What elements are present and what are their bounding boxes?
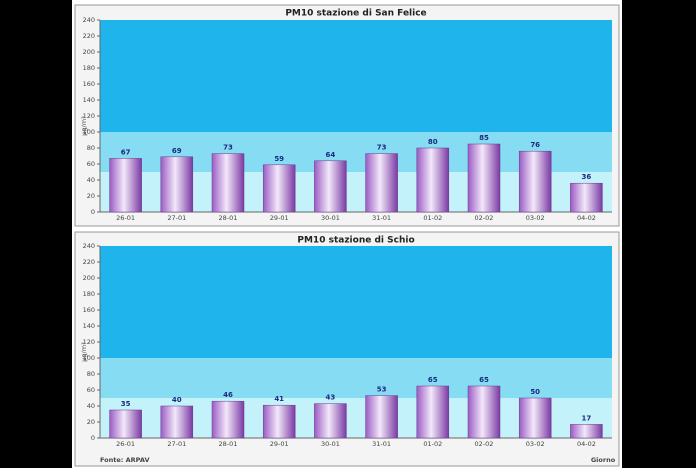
- band: [100, 246, 612, 358]
- bar: [109, 409, 142, 439]
- y-tick-label: 20: [87, 418, 95, 426]
- x-tick-label: 04-02: [577, 214, 596, 222]
- x-tick-label: 29-01: [270, 440, 289, 448]
- x-tick-label: 02-02: [475, 214, 494, 222]
- x-tick-label: 31-01: [372, 214, 391, 222]
- band: [100, 20, 612, 132]
- x-tick-label: 04-02: [577, 440, 596, 448]
- value-label: 76: [530, 141, 540, 149]
- value-label: 36: [582, 173, 592, 181]
- value-label: 59: [274, 155, 284, 163]
- value-label: 46: [223, 391, 233, 399]
- y-tick-label: 20: [87, 192, 95, 200]
- x-tick-label: 26-01: [116, 440, 135, 448]
- x-tick-label: 26-01: [116, 214, 135, 222]
- y-tick-label: 0: [91, 434, 95, 442]
- bar: [416, 385, 450, 439]
- chart-title: PM10 stazione di Schio: [297, 236, 414, 246]
- source: Fonte: ARPAV: [100, 456, 149, 464]
- bar: [518, 397, 552, 439]
- bar: [211, 400, 245, 439]
- x-tick-label: 27-01: [167, 440, 186, 448]
- value-label: 40: [172, 396, 182, 404]
- y-tick-label: 220: [83, 258, 95, 266]
- y-tick-label: 80: [87, 144, 95, 152]
- y-tick-label: 200: [83, 48, 95, 56]
- value-label: 43: [326, 394, 336, 402]
- bar: [314, 403, 347, 439]
- bar: [109, 158, 142, 213]
- value-label: 73: [223, 144, 233, 152]
- value-label: 80: [428, 138, 438, 146]
- x-tick-label: 27-01: [167, 214, 186, 222]
- value-label: 41: [274, 395, 284, 403]
- bar: [518, 150, 552, 213]
- bar: [467, 385, 501, 439]
- y-tick-label: 120: [83, 338, 95, 346]
- bar: [416, 147, 450, 213]
- value-label: 69: [172, 147, 182, 155]
- bar: [467, 143, 501, 213]
- x-tick-label: 02-02: [475, 440, 494, 448]
- y-tick-label: 120: [83, 112, 95, 120]
- value-label: 85: [479, 134, 489, 142]
- y-axis-label: µg/m³: [80, 116, 88, 136]
- value-label: 65: [479, 376, 489, 384]
- bar: [160, 405, 194, 439]
- y-tick-label: 40: [87, 176, 95, 184]
- x-tick-label: 28-01: [219, 440, 238, 448]
- value-label: 67: [121, 148, 131, 156]
- value-label: 73: [377, 144, 387, 152]
- x-tick-label: 30-01: [321, 440, 340, 448]
- x-tick-label: 01-02: [423, 440, 442, 448]
- x-tick-label: 31-01: [372, 440, 391, 448]
- x-tick-label: 03-02: [526, 440, 545, 448]
- y-tick-label: 180: [83, 290, 95, 298]
- x-tick-label: 01-02: [423, 214, 442, 222]
- value-label: 35: [121, 400, 131, 408]
- y-tick-label: 180: [83, 64, 95, 72]
- value-label: 17: [582, 414, 592, 422]
- bar: [365, 395, 398, 439]
- y-tick-label: 60: [87, 160, 95, 168]
- bar: [570, 182, 603, 213]
- y-tick-label: 160: [83, 80, 95, 88]
- bar: [262, 404, 296, 439]
- y-tick-label: 160: [83, 306, 95, 314]
- x-tick-label: 30-01: [321, 214, 340, 222]
- y-tick-label: 80: [87, 370, 95, 378]
- x-tick-label: 03-02: [526, 214, 545, 222]
- value-label: 50: [530, 388, 540, 396]
- y-tick-label: 140: [83, 322, 95, 330]
- value-label: 65: [428, 376, 438, 384]
- y-tick-label: 0: [91, 208, 95, 216]
- x-tick-label: 29-01: [270, 214, 289, 222]
- bar: [262, 164, 296, 213]
- bar: [314, 160, 347, 213]
- y-axis-label: µg/m³: [80, 342, 88, 362]
- bar: [160, 156, 194, 213]
- value-label: 53: [377, 386, 387, 394]
- y-tick-label: 200: [83, 274, 95, 282]
- bar: [570, 424, 603, 439]
- y-tick-label: 240: [83, 16, 95, 24]
- y-tick-label: 220: [83, 32, 95, 40]
- bar: [365, 153, 398, 213]
- y-tick-label: 100: [83, 128, 95, 136]
- chart-title: PM10 stazione di San Felice: [285, 9, 426, 19]
- x-axis-label: Giorno: [591, 456, 616, 464]
- y-tick-label: 60: [87, 386, 95, 394]
- y-tick-label: 40: [87, 402, 95, 410]
- value-label: 64: [326, 151, 336, 159]
- bar: [211, 153, 245, 213]
- y-tick-label: 140: [83, 96, 95, 104]
- x-tick-label: 28-01: [219, 214, 238, 222]
- band: [100, 358, 612, 398]
- y-tick-label: 240: [83, 242, 95, 250]
- y-tick-label: 100: [83, 354, 95, 362]
